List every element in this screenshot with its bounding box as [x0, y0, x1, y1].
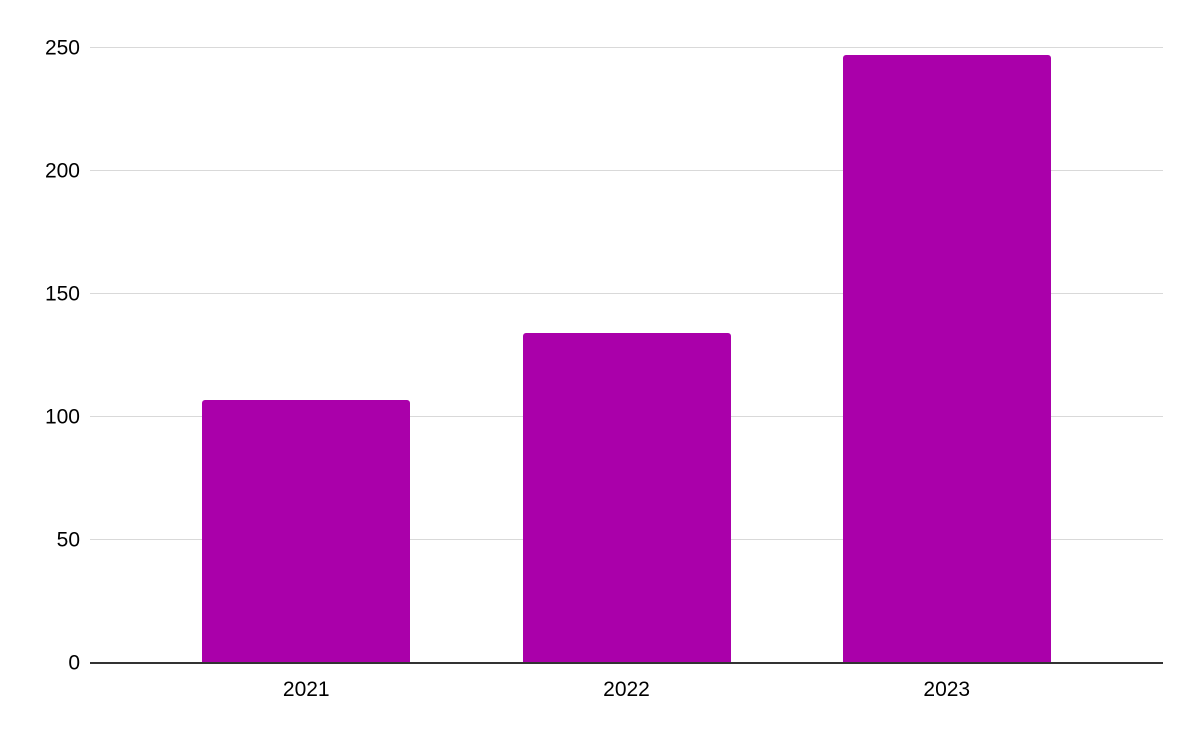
- x-axis-tick-label: 2021: [282, 678, 330, 701]
- x-axis-line: [90, 662, 1163, 664]
- x-axis-tick-label: 2023: [923, 678, 971, 701]
- y-axis-tick-label: 200: [44, 159, 80, 183]
- y-axis-tick-label: 150: [44, 282, 80, 306]
- y-axis-tick-label: 250: [44, 36, 80, 60]
- bar-2022: [522, 333, 731, 663]
- bar-2021: [202, 399, 411, 663]
- y-axis-tick-label: 50: [56, 528, 80, 552]
- bars-group: [90, 48, 1163, 663]
- plot-area: [90, 47, 1163, 664]
- gridline-150: [90, 293, 1163, 294]
- y-axis-tick-label: 0: [68, 651, 80, 675]
- gridline-200: [90, 170, 1163, 171]
- x-axis-tick-label: 2022: [603, 678, 650, 701]
- gridline-250: [90, 47, 1163, 48]
- y-axis-labels: 0 50 100 150 200 250: [0, 38, 80, 674]
- bar-2023: [842, 55, 1051, 663]
- y-axis-tick-label: 100: [44, 405, 80, 429]
- x-axis-labels: 2021 2022 2023: [90, 678, 1163, 702]
